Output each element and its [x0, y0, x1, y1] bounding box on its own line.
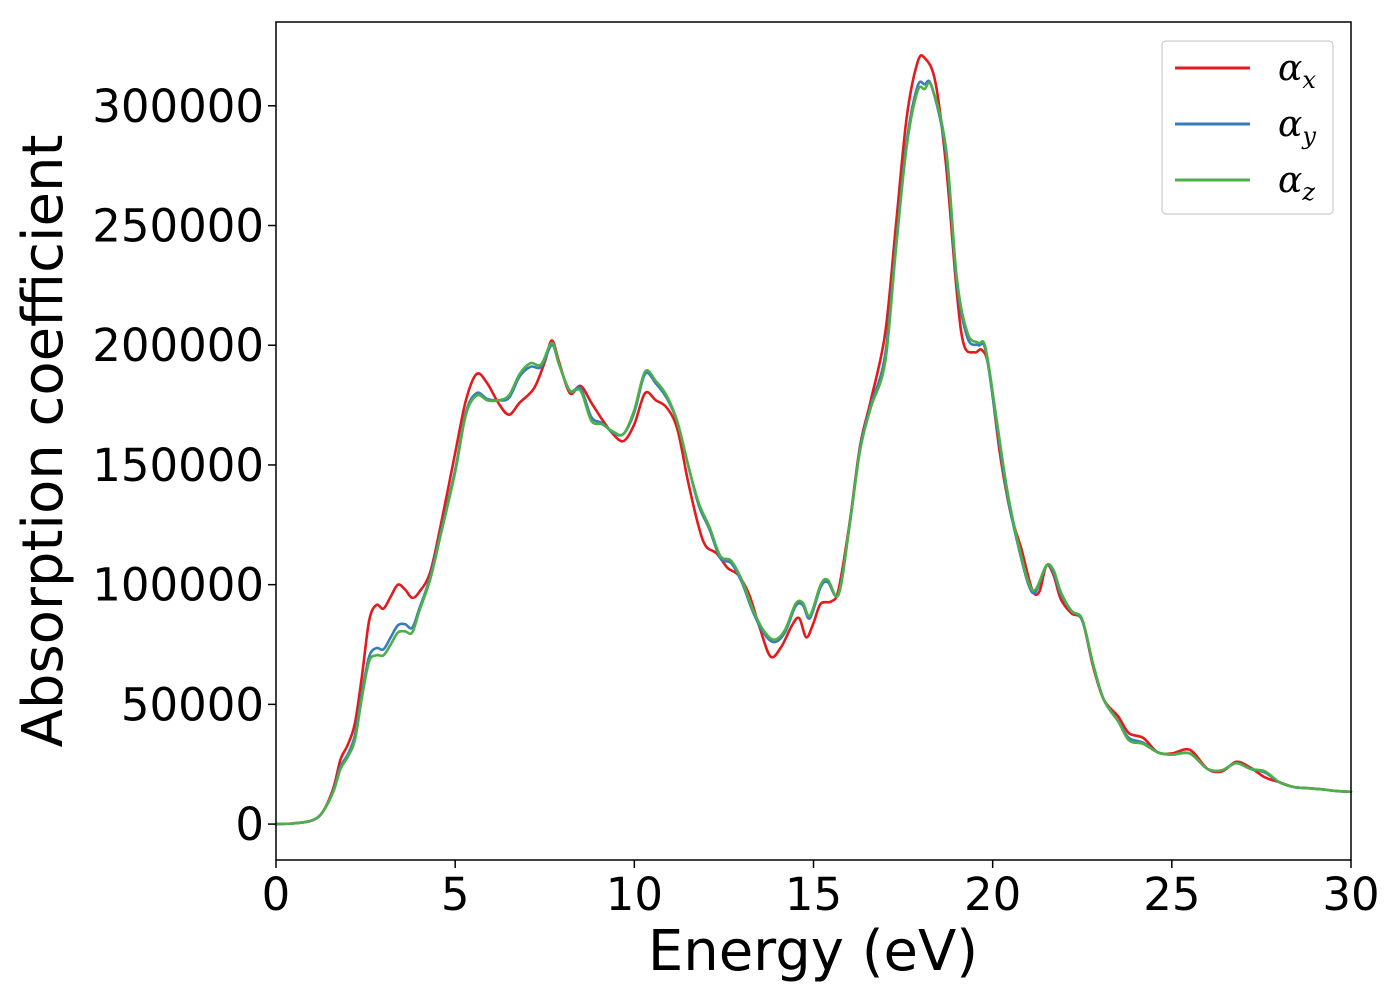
y-tick-label: 200000 [92, 319, 264, 372]
legend-label-y: αy [1278, 104, 1316, 150]
y-tick-label: 250000 [92, 200, 264, 253]
y-tick-label: 50000 [121, 678, 264, 731]
legend-box [1161, 40, 1334, 215]
x-tick-label: 5 [441, 868, 470, 921]
x-tick-label: 0 [262, 868, 291, 921]
x-axis-title: Energy (eV) [648, 919, 978, 984]
x-tick-label: 20 [964, 868, 1021, 921]
x-tick-label: 25 [1143, 868, 1200, 921]
y-axis-title: Absorption coefficient [11, 135, 76, 748]
y-tick-label: 300000 [92, 80, 264, 133]
y-tick-label: 0 [235, 798, 264, 851]
series-layer [274, 54, 1353, 826]
legend: αx αy αz [1161, 40, 1334, 215]
legend-label-x: αx [1278, 48, 1316, 94]
y-axis: 0 50000 100000 150000 200000 250000 300000 [92, 80, 276, 851]
series-line-α-z [274, 81, 1353, 826]
legend-label-z: αz [1278, 160, 1315, 206]
x-tick-label: 10 [606, 868, 663, 921]
legend-entries: αx αy αz [1175, 48, 1316, 206]
x-tick-label: 30 [1322, 868, 1379, 921]
y-tick-label: 150000 [92, 439, 264, 492]
y-tick-label: 100000 [92, 559, 264, 612]
x-axis: 0 5 10 15 20 25 30 [262, 860, 1380, 921]
x-tick-label: 15 [785, 868, 842, 921]
